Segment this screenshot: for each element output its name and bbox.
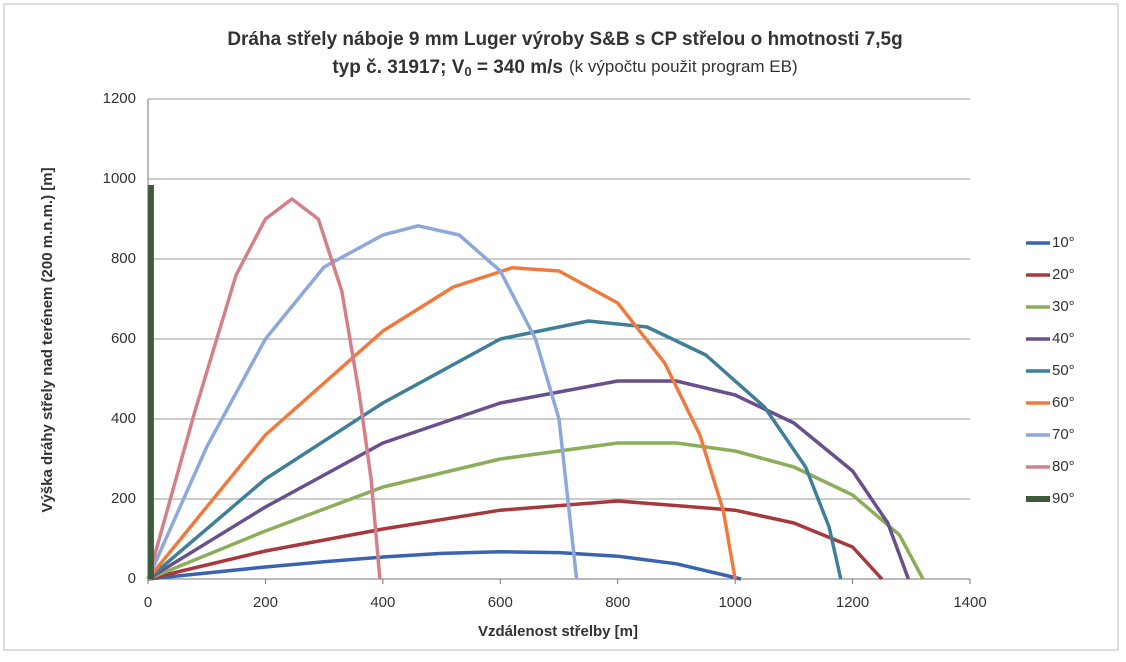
legend-label: 20° xyxy=(1052,266,1075,283)
y-tick-label: 0 xyxy=(128,570,136,587)
series-line xyxy=(146,266,737,581)
series-line xyxy=(146,224,579,580)
subtitle-sub: 0 xyxy=(464,64,471,79)
legend-label: 90° xyxy=(1052,490,1075,507)
x-tick-label: 600 xyxy=(488,594,513,611)
y-tick-label: 200 xyxy=(111,490,136,507)
y-axis-label: Výška dráhy střely nad terénem (200 m.n.… xyxy=(39,167,56,512)
subtitle-note: (k výpočtu použit program EB) xyxy=(569,57,798,76)
legend-label: 10° xyxy=(1052,234,1075,251)
legend-label: 60° xyxy=(1052,394,1075,411)
x-axis-label: Vzdálenost střelby [m] xyxy=(478,623,638,640)
y-tick-label: 400 xyxy=(111,410,136,427)
subtitle-rest: = 340 m/s xyxy=(472,57,563,78)
chart-subtitle: typ č. 31917; V0 = 340 m/s (k výpočtu pou… xyxy=(332,57,797,79)
series-line xyxy=(146,197,382,580)
y-tick-label: 800 xyxy=(111,250,136,267)
y-tick-label: 1200 xyxy=(103,90,136,107)
y-tick-label: 600 xyxy=(111,330,136,347)
x-tick-label: 1000 xyxy=(718,594,751,611)
legend-label: 80° xyxy=(1052,458,1075,475)
x-tick-label: 200 xyxy=(253,594,278,611)
y-tick-label: 1000 xyxy=(103,170,136,187)
legend-label: 40° xyxy=(1052,330,1075,347)
x-tick-label: 400 xyxy=(370,594,395,611)
x-tick-label: 800 xyxy=(605,594,630,611)
x-tick-label: 0 xyxy=(144,594,152,611)
legend-label: 70° xyxy=(1052,426,1075,443)
subtitle-main: typ č. 31917; V xyxy=(332,57,464,78)
series-line xyxy=(147,441,925,581)
x-tick-label: 1400 xyxy=(953,594,986,611)
legend-label: 50° xyxy=(1052,362,1075,379)
series-line xyxy=(146,319,843,581)
x-tick-label: 1200 xyxy=(836,594,869,611)
legend-label: 30° xyxy=(1052,298,1075,315)
series-line xyxy=(147,379,911,581)
series-line xyxy=(147,550,742,581)
chart-title: Dráha střely náboje 9 mm Luger výroby S&… xyxy=(227,29,902,50)
